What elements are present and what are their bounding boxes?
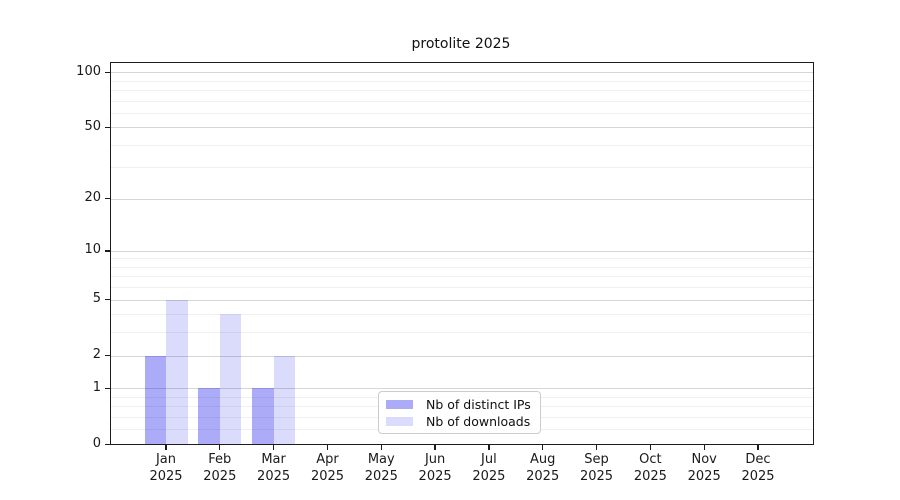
minor-gridline xyxy=(111,332,813,334)
legend-item-distinct-ips: Nb of distinct IPs xyxy=(386,396,531,412)
x-tick-month: Jul xyxy=(481,452,497,467)
major-gridline xyxy=(111,127,813,129)
bar-distinct-ips xyxy=(252,388,274,444)
x-tick-label: Aug 2025 xyxy=(508,451,578,485)
x-tick-mark xyxy=(703,445,705,450)
y-tick-mark xyxy=(105,443,110,445)
bar-downloads xyxy=(273,355,296,444)
x-tick-label: Jun 2025 xyxy=(400,451,470,485)
x-tick-label: Mar 2025 xyxy=(239,451,309,485)
x-tick-mark xyxy=(434,445,436,450)
y-tick-mark xyxy=(105,299,110,301)
y-tick-label: 20 xyxy=(84,190,101,206)
minor-gridline xyxy=(111,287,813,289)
x-tick-label: Dec 2025 xyxy=(723,451,793,485)
x-tick-label: May 2025 xyxy=(346,451,416,485)
x-tick-label: Oct 2025 xyxy=(615,451,685,485)
x-tick-month: Mar xyxy=(261,452,286,467)
legend-swatch-downloads-icon xyxy=(386,416,413,426)
x-tick-month: Sep xyxy=(584,452,609,467)
y-tick-label: 2 xyxy=(92,347,101,362)
x-tick-year: 2025 xyxy=(526,469,560,484)
x-tick-mark xyxy=(380,445,382,450)
x-tick-year: 2025 xyxy=(418,469,452,484)
minor-gridline xyxy=(111,89,813,91)
major-gridline xyxy=(111,299,813,301)
x-tick-label: Sep 2025 xyxy=(562,451,632,485)
major-gridline xyxy=(111,250,813,252)
y-tick-label: 5 xyxy=(92,291,101,307)
x-tick-mark xyxy=(272,445,275,450)
x-tick-month: Jan xyxy=(155,452,177,467)
minor-gridline xyxy=(111,266,813,268)
legend-item-downloads: Nb of downloads xyxy=(386,413,531,429)
x-tick-mark xyxy=(595,445,598,450)
minor-gridline xyxy=(111,144,813,146)
x-tick-year: 2025 xyxy=(203,469,237,484)
plot-area xyxy=(110,62,814,445)
x-tick-year: 2025 xyxy=(579,469,614,484)
x-tick-month: Dec xyxy=(745,452,771,467)
minor-gridline xyxy=(111,112,813,114)
x-tick-label: Nov 2025 xyxy=(669,451,739,485)
x-tick-year: 2025 xyxy=(257,469,291,484)
x-tick-month: Nov xyxy=(691,452,717,467)
y-tick-mark xyxy=(105,250,110,252)
y-tick-mark xyxy=(105,71,110,73)
minor-gridline xyxy=(111,258,813,260)
bar-distinct-ips xyxy=(198,388,220,444)
x-tick-month: May xyxy=(367,452,395,467)
major-gridline xyxy=(111,198,813,200)
y-tick-label: 50 xyxy=(84,118,101,134)
minor-gridline xyxy=(111,80,813,82)
legend-swatch-distinct-ips-icon xyxy=(386,399,413,409)
x-tick-mark xyxy=(542,445,544,450)
y-tick-mark xyxy=(105,198,110,200)
x-tick-month: Aug xyxy=(529,452,556,467)
x-tick-label: Jan 2025 xyxy=(131,451,201,485)
x-tick-mark xyxy=(649,445,652,450)
x-tick-mark xyxy=(488,445,490,450)
x-tick-month: Apr xyxy=(316,452,339,467)
x-tick-label: Feb 2025 xyxy=(185,451,255,485)
x-tick-year: 2025 xyxy=(149,469,183,484)
y-tick-mark xyxy=(105,126,110,128)
y-tick-mark xyxy=(105,355,110,357)
x-tick-year: 2025 xyxy=(364,469,398,484)
y-tick-label: 1 xyxy=(92,379,101,395)
major-gridline xyxy=(111,355,813,357)
major-gridline xyxy=(111,72,813,73)
x-tick-year: 2025 xyxy=(687,469,721,484)
legend: Nb of distinct IPs Nb of downloads xyxy=(378,391,541,434)
x-tick-mark xyxy=(757,445,759,450)
x-tick-label: Jul 2025 xyxy=(454,451,524,485)
x-tick-month: Oct xyxy=(639,452,662,467)
x-tick-year: 2025 xyxy=(741,469,775,484)
bar-downloads xyxy=(219,314,242,444)
legend-label-downloads: Nb of downloads xyxy=(426,413,531,429)
x-tick-month: Jun xyxy=(424,452,446,467)
minor-gridline xyxy=(111,100,813,102)
x-tick-mark xyxy=(219,445,221,450)
x-tick-mark xyxy=(165,445,167,450)
x-tick-month: Feb xyxy=(208,452,232,467)
x-tick-year: 2025 xyxy=(633,469,667,484)
x-tick-label: Apr 2025 xyxy=(293,451,363,485)
y-tick-label: 100 xyxy=(76,63,101,79)
bar-distinct-ips xyxy=(144,355,166,444)
y-tick-label: 0 xyxy=(92,435,101,451)
major-gridline xyxy=(111,388,813,390)
minor-gridline xyxy=(111,314,813,316)
x-tick-mark xyxy=(326,445,329,450)
legend-label-distinct-ips: Nb of distinct IPs xyxy=(426,396,531,412)
x-tick-year: 2025 xyxy=(310,469,345,484)
minor-gridline xyxy=(111,276,813,278)
minor-gridline xyxy=(111,167,813,169)
chart-title: protolite 2025 xyxy=(411,36,511,52)
bar-downloads xyxy=(166,299,188,444)
y-tick-label: 10 xyxy=(84,242,101,258)
y-tick-mark xyxy=(105,387,110,389)
x-tick-year: 2025 xyxy=(472,469,506,484)
